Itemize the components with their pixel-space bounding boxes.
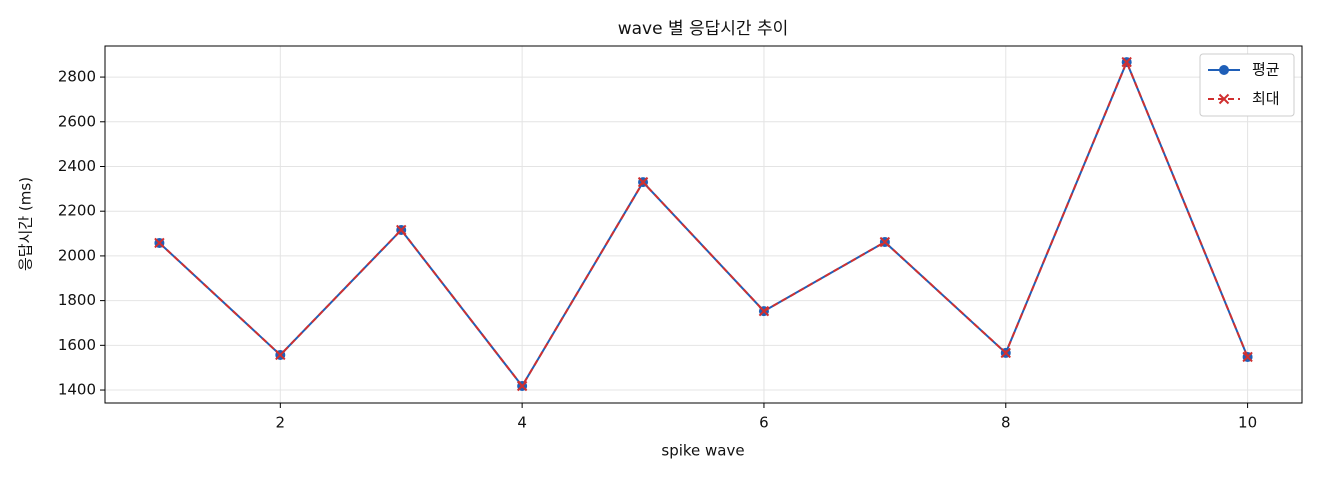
y-tick-label: 1600: [58, 336, 96, 354]
legend-label: 최대: [1252, 90, 1280, 108]
plot-frame: [104, 45, 1303, 404]
marker: [879, 236, 891, 248]
legend-label: 평균: [1252, 61, 1280, 79]
series-line: [158, 59, 1249, 388]
y-axis-label: 응답시간 (ms): [17, 177, 35, 271]
x-tick-label: 6: [759, 414, 769, 432]
x-tick-label: 2: [276, 414, 286, 432]
y-tick-label: 1400: [58, 381, 96, 399]
x-tick-label: 4: [517, 414, 527, 432]
marker: [637, 176, 649, 188]
marker: [1219, 65, 1229, 75]
marker: [758, 305, 770, 317]
x-tick-label: 10: [1238, 414, 1257, 432]
series-line: [158, 59, 1249, 388]
marker: [516, 380, 528, 392]
y-tick-label: 2600: [58, 112, 96, 130]
legend-box: [1199, 53, 1295, 117]
y-tick-label: 2200: [58, 202, 96, 220]
marker: [396, 224, 407, 236]
x-tick-label: 8: [1001, 414, 1011, 432]
y-tick-label: 2800: [58, 68, 96, 86]
marker: [275, 349, 286, 361]
y-tick-label: 2400: [58, 157, 96, 175]
y-tick-label: 2000: [58, 246, 96, 264]
y-tick-label: 1800: [58, 291, 96, 309]
marker: [1242, 351, 1253, 363]
chart-title: wave 별 응답시간 추이: [618, 19, 789, 39]
marker: [1000, 347, 1011, 359]
x-axis-label: spike wave: [661, 442, 744, 460]
marker: [1121, 56, 1132, 68]
marker: [154, 237, 165, 249]
marker: [1218, 93, 1230, 105]
